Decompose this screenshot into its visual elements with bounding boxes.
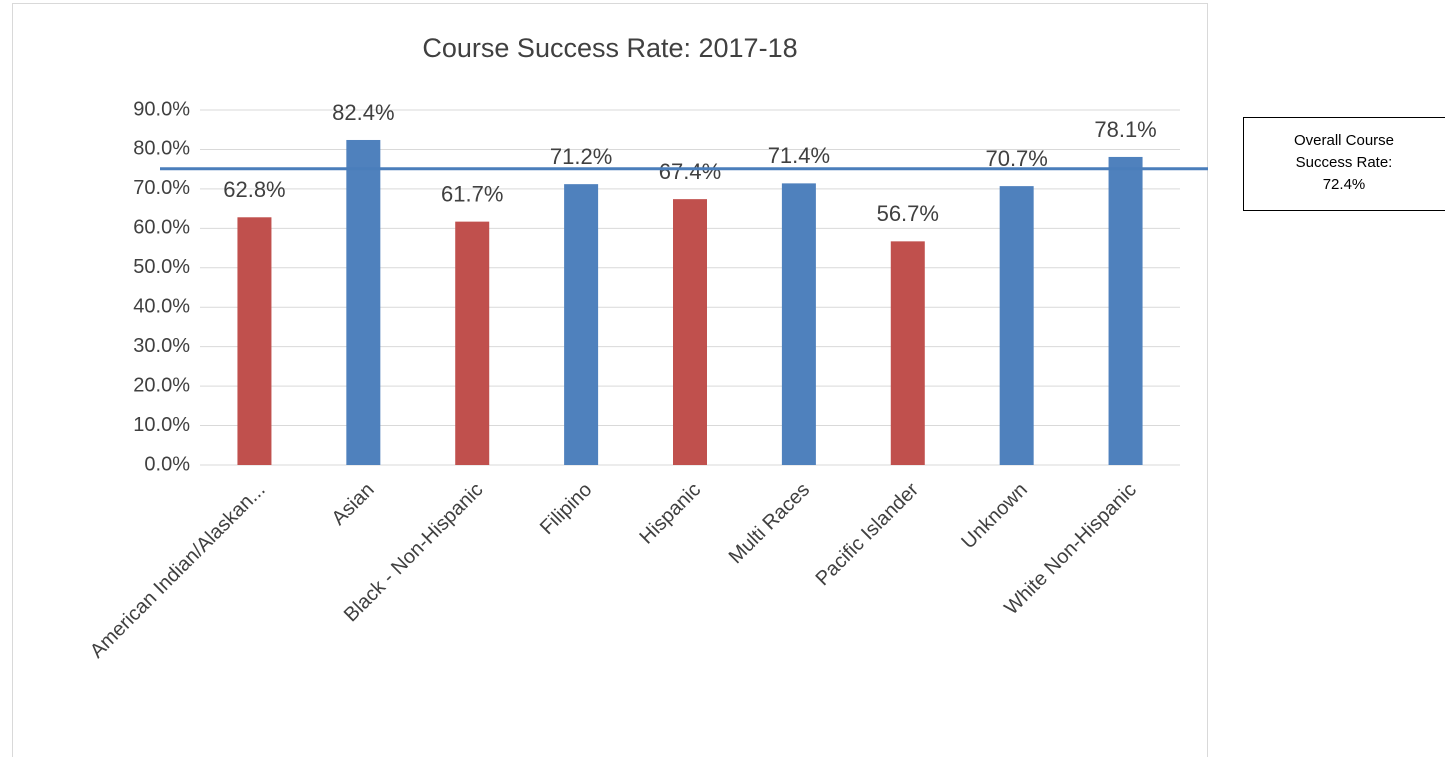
y-tick-label: 90.0% [133, 98, 190, 120]
value-label: 62.8% [223, 177, 285, 202]
bar [890, 241, 925, 465]
y-tick-label: 70.0% [133, 177, 190, 199]
bar [564, 184, 599, 465]
value-label: 82.4% [332, 100, 394, 125]
value-label: 70.7% [985, 146, 1047, 171]
value-label: 71.4% [768, 143, 830, 168]
y-tick-label: 40.0% [133, 296, 190, 318]
annotation-text: Success Rate: [1296, 154, 1393, 171]
bar [237, 217, 272, 465]
bar [455, 221, 490, 465]
bar [346, 139, 381, 465]
value-label: 61.7% [441, 181, 503, 206]
value-label: 56.7% [877, 201, 939, 226]
value-label: 71.2% [550, 144, 612, 169]
value-label: 78.1% [1094, 117, 1156, 142]
y-tick-label: 20.0% [133, 374, 190, 396]
bar [781, 183, 816, 465]
chart-title: Course Success Rate: 2017-18 [422, 33, 797, 63]
y-tick-label: 30.0% [133, 335, 190, 357]
bar [1108, 156, 1143, 465]
bar [673, 199, 707, 465]
annotation-text: 72.4% [1323, 176, 1366, 193]
bar [999, 186, 1034, 465]
y-tick-label: 60.0% [133, 217, 190, 239]
y-tick-label: 10.0% [133, 414, 190, 436]
y-tick-label: 0.0% [144, 453, 190, 475]
y-tick-label: 80.0% [133, 138, 190, 160]
annotation-text: Overall Course [1294, 132, 1394, 149]
value-label: 67.4% [659, 159, 721, 184]
annotation-box [1243, 117, 1445, 211]
y-tick-label: 50.0% [133, 256, 190, 278]
